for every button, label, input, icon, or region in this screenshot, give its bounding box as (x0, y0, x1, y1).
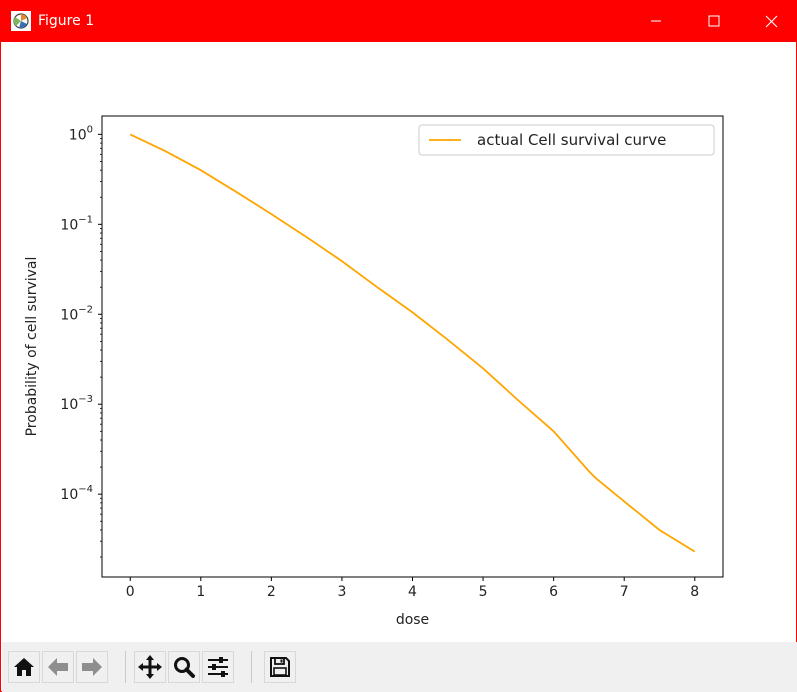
maximize-icon (708, 15, 720, 27)
matplotlib-figure-icon (11, 11, 31, 31)
pan-button[interactable] (134, 651, 166, 683)
title-bar[interactable]: Figure 1 (1, 0, 797, 42)
back-button[interactable] (42, 651, 74, 683)
x-axis-label: dose (396, 612, 429, 628)
toolbar-separator (125, 651, 126, 683)
toolbar-separator (251, 651, 252, 683)
close-button[interactable] (742, 0, 797, 42)
x-tick-label: 0 (126, 584, 135, 600)
home-button[interactable] (8, 651, 40, 683)
plot-canvas[interactable]: 0 1 2 3 4 5 6 7 8 100 10−1 10−2 10−3 10−4 dose Probabil… (1, 42, 797, 642)
y-tick-label: 10−4 (60, 484, 93, 503)
y-tick-label: 10−1 (60, 214, 93, 233)
zoom-button[interactable] (168, 651, 200, 683)
axes-frame (101, 115, 724, 578)
save-button[interactable] (264, 651, 296, 683)
x-tick-label: 7 (620, 584, 629, 600)
move-icon (138, 655, 162, 679)
chart: 0 1 2 3 4 5 6 7 8 100 10−1 10−2 10−3 10−4 dose Probabil… (24, 115, 724, 628)
configure-subplots-button[interactable] (202, 651, 234, 683)
close-icon (765, 15, 777, 27)
legend (418, 124, 715, 156)
minimize-icon (651, 20, 661, 22)
y-tick-label: 10−2 (60, 304, 93, 323)
legend-label: actual Cell survival curve (477, 131, 666, 149)
x-tick-label: 5 (479, 584, 488, 600)
x-tick-label: 4 (408, 584, 417, 600)
x-tick-label: 1 (196, 584, 205, 600)
minimize-button[interactable] (627, 0, 685, 42)
magnifier-icon (174, 657, 195, 678)
navigation-toolbar (2, 642, 797, 692)
floppy-icon (270, 657, 290, 677)
x-tick-label: 2 (267, 584, 276, 600)
maximize-button[interactable] (685, 0, 743, 42)
arrow-left-icon (48, 658, 68, 676)
y-tick-label: 10−3 (60, 394, 93, 413)
forward-button[interactable] (76, 651, 108, 683)
series-line (129, 133, 696, 553)
arrow-right-icon (82, 658, 102, 676)
sliders-icon (208, 657, 228, 677)
home-icon (14, 658, 34, 676)
x-tick-label: 8 (690, 584, 699, 600)
y-tick-label: 100 (69, 124, 93, 143)
window-title: Figure 1 (38, 13, 95, 29)
x-tick-label: 3 (337, 584, 346, 600)
y-axis-label: Probability of cell survival (24, 257, 40, 437)
x-tick-label: 6 (549, 584, 558, 600)
